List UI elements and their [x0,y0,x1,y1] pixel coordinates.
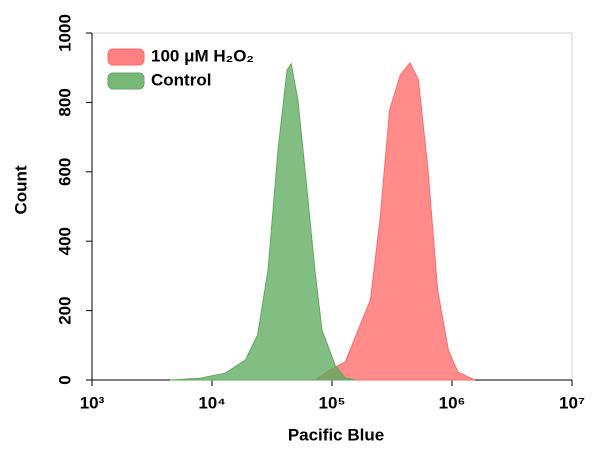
y-tick-label: 600 [55,158,74,186]
legend-swatch [107,48,145,66]
y-tick-label: 200 [55,296,74,324]
x-tick-label: 10³ [80,393,105,412]
y-axis-label: Count [11,165,30,214]
area [313,61,476,381]
x-tick-label: 10⁶ [439,393,466,412]
x-axis-label: Pacific Blue [288,425,384,444]
x-tick-label: 10⁵ [319,393,346,412]
legend-label: 100 μM H₂O₂ [151,46,254,65]
y-tick-label: 0 [55,375,74,384]
x-tick-label: 10⁴ [198,393,225,412]
x-tick-label: 10⁷ [559,393,585,412]
y-tick-label: 400 [55,227,74,255]
y-tick-label: 800 [55,88,74,116]
area [169,62,355,381]
y-tick-label: 1000 [55,14,74,52]
legend-swatch [107,72,145,90]
legend-label: Control [151,70,211,89]
